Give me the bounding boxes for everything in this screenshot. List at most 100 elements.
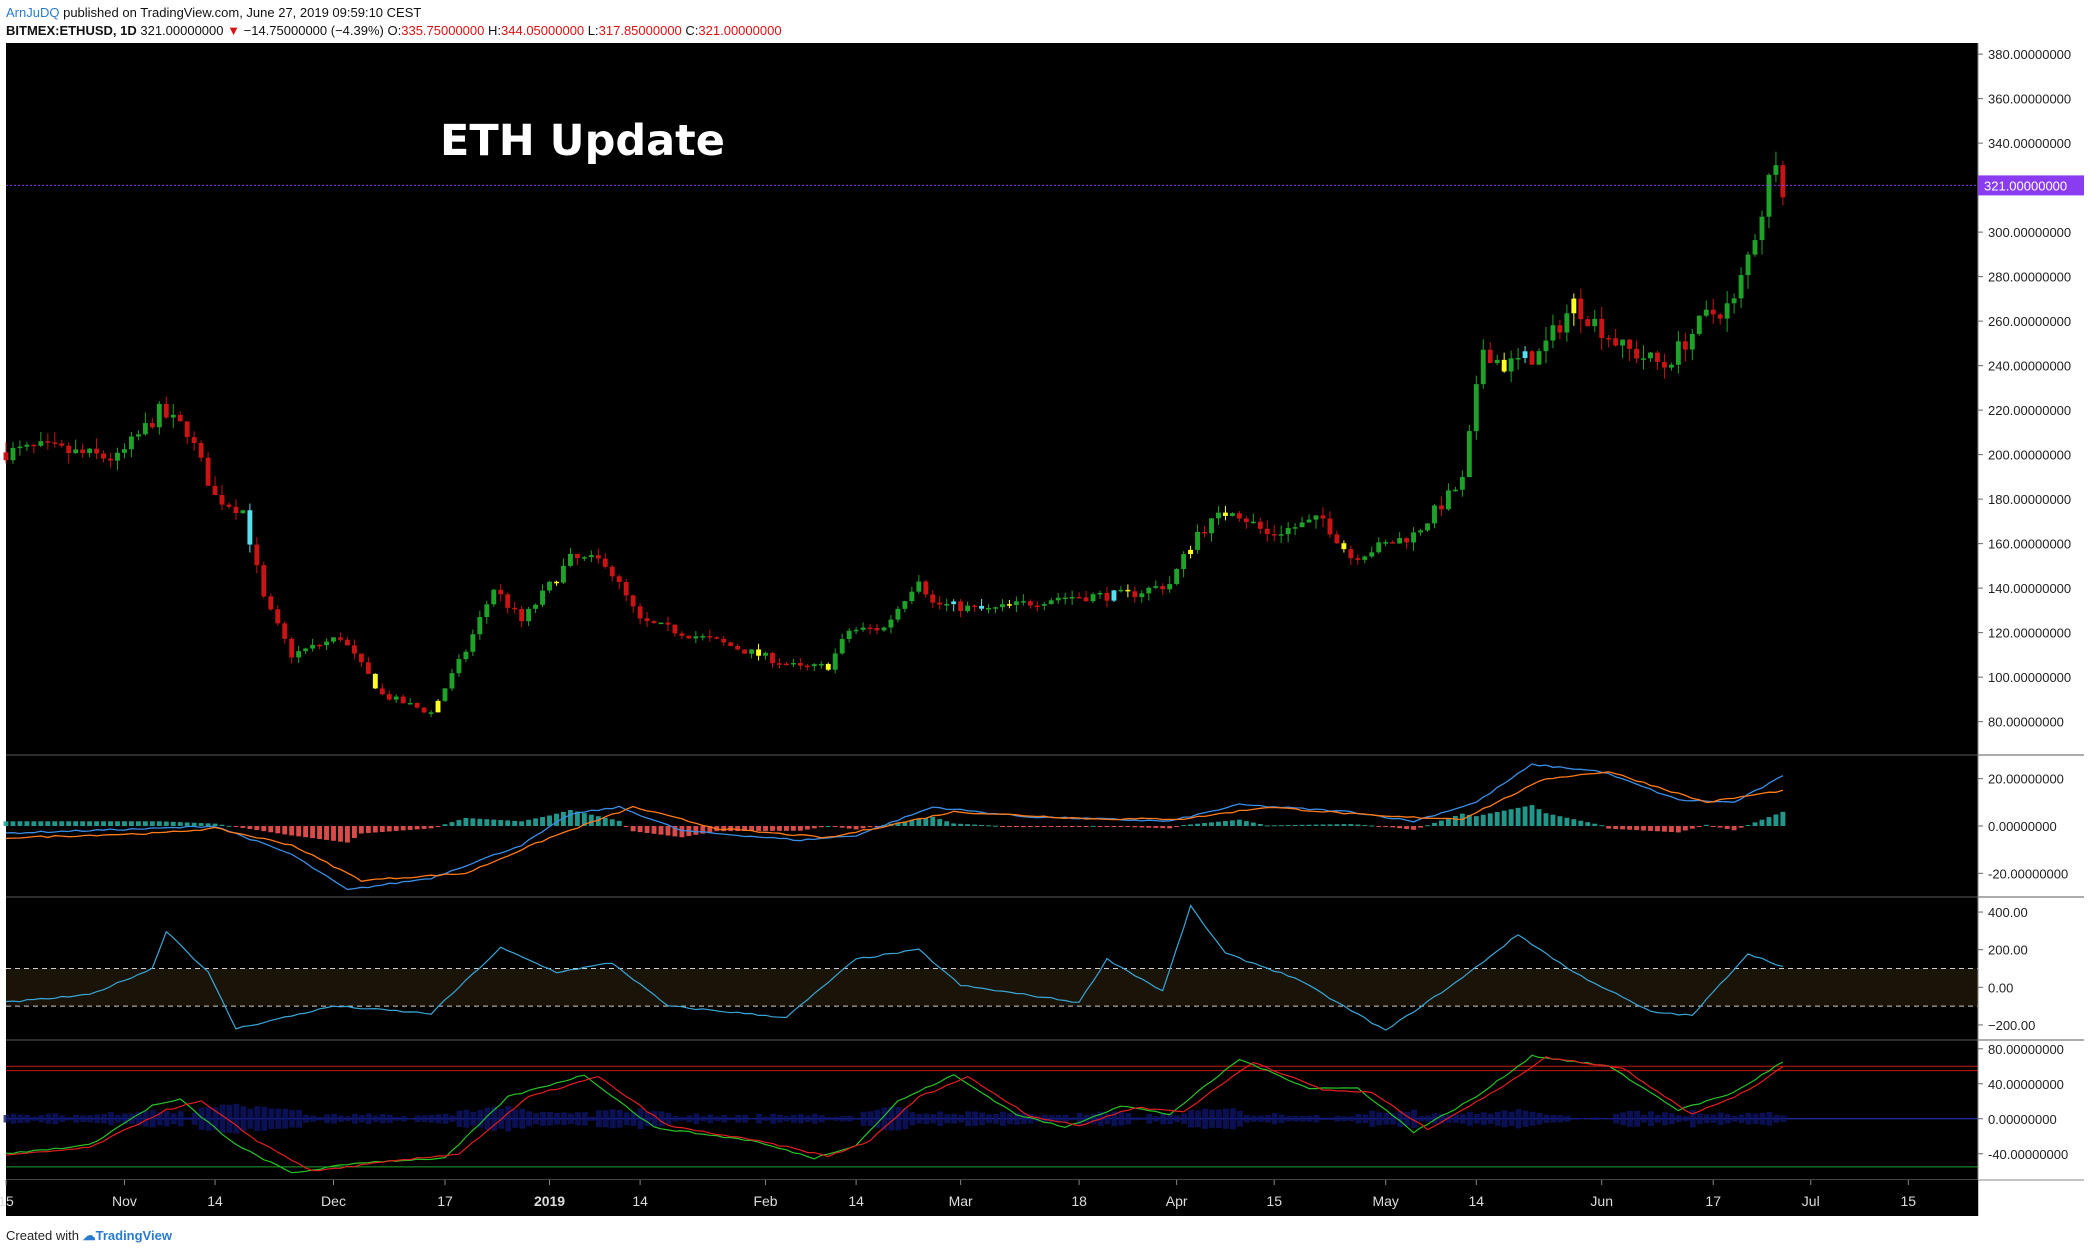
stoch-cloud-bar [1564,1115,1571,1122]
stoch-cloud-bar [345,1116,351,1122]
candle-body [1202,531,1207,534]
macd-histogram-bar [700,826,706,834]
candle-body [1139,593,1145,598]
last-price-tag-label: 321.00000000 [1984,178,2067,193]
macd-histogram-bar [1390,826,1396,828]
macd-histogram-bar [1745,825,1751,827]
candle-body [1404,538,1410,543]
macd-histogram-bar [1062,826,1068,827]
candle-body [693,636,699,639]
candle-body [881,627,887,631]
stoch-cloud-bar [1188,1110,1195,1128]
y-tick-label: 280.00000000 [1988,270,2071,285]
stoch-cloud-bar [1494,1111,1501,1126]
macd-histogram-bar [679,826,685,838]
candle-body [268,596,274,610]
macd-histogram-bar [1480,814,1486,826]
candle-body [937,602,943,605]
macd-histogram-bar [170,821,176,826]
x-tick-label: 15 [1266,1193,1282,1209]
tradingview-brand[interactable]: TradingView [95,1228,172,1243]
macd-histogram-bar [916,819,922,826]
macd-histogram-bar [1146,826,1152,828]
macd-histogram-bar [616,820,622,826]
stoch-cloud-bar [177,1111,184,1127]
stoch-cloud-bar [1439,1113,1445,1124]
stoch-cloud-bar [94,1114,101,1124]
candle-body [66,445,72,454]
stoch-cloud-bar [1515,1109,1522,1129]
stoch-cloud-bar [282,1108,289,1129]
candle-body [1188,549,1194,555]
candle-body [735,646,741,650]
macd-histogram-bar [379,826,385,832]
stoch-cloud-bar [1703,1114,1710,1124]
candle-body [1494,359,1500,364]
stoch-cloud-bar [1696,1113,1703,1124]
y-tick-label: 80.00000000 [1988,715,2064,730]
candle-body [686,635,692,639]
macd-histogram-bar [574,811,580,826]
stoch-cloud-bar [1299,1115,1306,1122]
candle-body [1062,597,1068,600]
candle-body [1132,591,1138,598]
macd-histogram-bar [477,818,483,826]
candle-body [979,605,984,609]
macd-histogram-bar [1209,822,1214,826]
chart-title: ETH Update [440,116,725,166]
low-value: 317.85000000 [598,23,682,38]
macd-histogram-bar [156,821,162,826]
candle-body [1661,361,1667,368]
author-link[interactable]: ArnJuDQ [6,5,60,20]
stoch-cloud-bar [1571,1117,1578,1120]
stoch-cloud-bar [637,1108,644,1130]
candle-body [1452,489,1458,492]
candle-body [282,623,288,639]
stoch-cloud-bar [1264,1115,1271,1123]
open-value: 335.75000000 [401,23,485,38]
stoch-cloud-bar [1648,1111,1654,1127]
stoch-cloud-bar [1132,1117,1139,1121]
candle-body [1641,358,1646,360]
candle-body [1243,518,1249,523]
stoch-cloud-bar [540,1111,546,1126]
candle-body [1236,513,1242,519]
macd-histogram-bar [268,826,274,833]
stoch-cloud-bar [1585,1118,1592,1120]
stoch-cloud-bar [888,1106,895,1131]
stoch-cloud-bar [1759,1112,1766,1125]
x-tick-label: 15 [0,1193,14,1209]
candle-body [1278,534,1284,536]
candle-body [1174,569,1180,585]
macd-histogram-bar [853,826,859,830]
stoch-cloud-bar [372,1115,379,1122]
stoch-cloud-bar [972,1111,979,1126]
candle-body [1418,530,1423,533]
candle-body [3,452,9,461]
macd-histogram-bar [588,814,594,826]
high-label: H: [488,23,502,38]
candle-body [1104,592,1110,601]
macd-histogram-bar [1320,824,1326,826]
stoch-cloud-bar [867,1111,874,1127]
candle-body [1390,542,1396,544]
candle-body [1459,477,1465,490]
candle-body [554,581,559,584]
stoch-cloud-bar [1710,1114,1717,1123]
macd-histogram-bar [930,816,936,826]
candle-body [379,688,385,695]
stoch-cloud-bar [393,1116,400,1121]
macd-histogram-bar [442,824,448,826]
stoch-cloud-bar [1306,1115,1313,1122]
candle-body [1285,528,1291,535]
candle-body [1027,601,1033,606]
stoch-cloud-bar [1034,1115,1041,1122]
candle-body [1731,298,1737,304]
stoch-cloud-bar [658,1111,665,1127]
candle-body [1557,325,1563,333]
stoch-cloud-bar [338,1115,344,1122]
candle-body [1425,523,1430,531]
candle-body [17,446,23,449]
stoch-cloud-bar [686,1115,693,1123]
